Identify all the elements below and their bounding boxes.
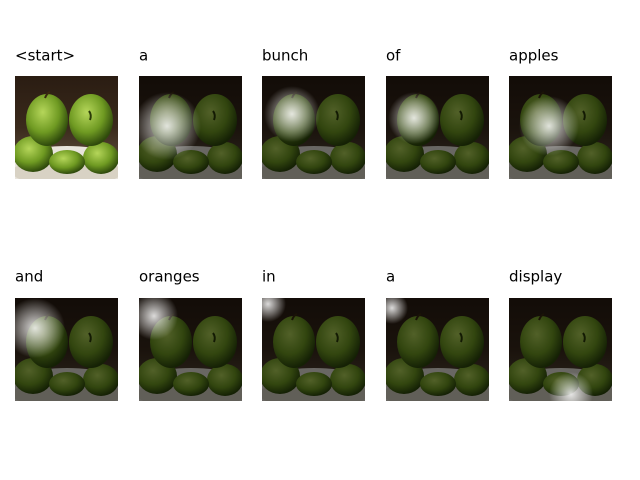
photo [15, 76, 118, 179]
attention-image [262, 298, 365, 401]
attention-blob [388, 92, 440, 144]
word-label: of [386, 47, 401, 65]
attention-blob [549, 372, 593, 401]
attention-blob [264, 86, 320, 142]
word-label: oranges [139, 268, 200, 286]
attention-image [139, 298, 242, 401]
attention-image [15, 76, 118, 179]
word-label: <start> [15, 47, 75, 65]
attention-blob [139, 298, 178, 340]
attention-blob [262, 298, 286, 322]
word-label: apples [509, 47, 559, 65]
word-label: a [386, 268, 395, 286]
word-label: bunch [262, 47, 308, 65]
attention-blob [139, 92, 201, 160]
word-label: a [139, 47, 148, 65]
attention-image [139, 76, 242, 179]
attention-blob [386, 298, 408, 324]
attention-image [509, 76, 612, 179]
word-label: in [262, 268, 276, 286]
word-label: and [15, 268, 43, 286]
word-label: display [509, 268, 562, 286]
attention-blob [15, 298, 65, 358]
attention-image [509, 298, 612, 401]
attention-image [15, 298, 118, 401]
attention-image [262, 76, 365, 179]
attention-blob [519, 96, 579, 156]
attention-image [386, 298, 489, 401]
attention-image [386, 76, 489, 179]
